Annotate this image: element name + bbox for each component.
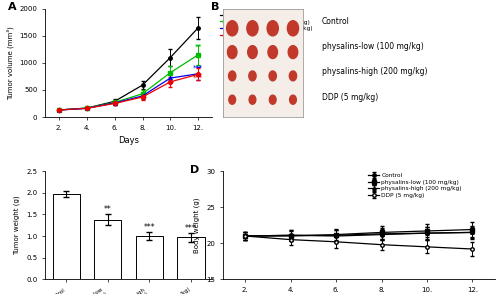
Circle shape [249, 71, 256, 81]
Circle shape [249, 95, 256, 104]
Circle shape [270, 95, 276, 104]
Text: DDP (5 mg/kg): DDP (5 mg/kg) [322, 93, 378, 102]
Text: D: D [190, 165, 199, 175]
Y-axis label: Tumor weight (g): Tumor weight (g) [14, 196, 20, 255]
Circle shape [229, 95, 235, 104]
Legend: Control, physalins-low (100 mg/kg), physalins-high (200 mg/kg), DDP (5 mg/kg): Control, physalins-low (100 mg/kg), phys… [218, 12, 314, 39]
Circle shape [226, 21, 238, 36]
Circle shape [228, 71, 236, 81]
Text: ***: *** [185, 224, 197, 233]
Text: Control: Control [322, 17, 350, 26]
Circle shape [290, 95, 296, 104]
Circle shape [269, 71, 276, 81]
Y-axis label: Body weight (g): Body weight (g) [194, 198, 200, 253]
Text: **: ** [104, 205, 112, 214]
Circle shape [288, 21, 298, 36]
Circle shape [268, 46, 278, 59]
Bar [52, 194, 80, 279]
Text: **: ** [195, 44, 202, 49]
Circle shape [288, 46, 298, 59]
Bar [178, 237, 204, 279]
Text: physalins-low (100 mg/kg): physalins-low (100 mg/kg) [322, 42, 424, 51]
Bar [94, 220, 122, 279]
Circle shape [247, 21, 258, 36]
Text: B: B [210, 2, 219, 12]
Text: physalins-high (200 mg/kg): physalins-high (200 mg/kg) [322, 67, 428, 76]
Text: ***: *** [193, 74, 203, 80]
Legend: Control, physalins-low (100 mg/kg), physalins-high (200 mg/kg), DDP (5 mg/kg): Control, physalins-low (100 mg/kg), phys… [367, 172, 463, 199]
Y-axis label: Tumor volume (mm³): Tumor volume (mm³) [6, 26, 14, 100]
X-axis label: Days: Days [118, 136, 139, 145]
Circle shape [248, 46, 257, 59]
Circle shape [290, 71, 296, 81]
Text: A: A [8, 2, 17, 12]
Circle shape [228, 46, 237, 59]
Text: ***: *** [144, 223, 155, 232]
Bar [136, 236, 163, 279]
Circle shape [267, 21, 278, 36]
Text: ***: *** [193, 64, 203, 71]
